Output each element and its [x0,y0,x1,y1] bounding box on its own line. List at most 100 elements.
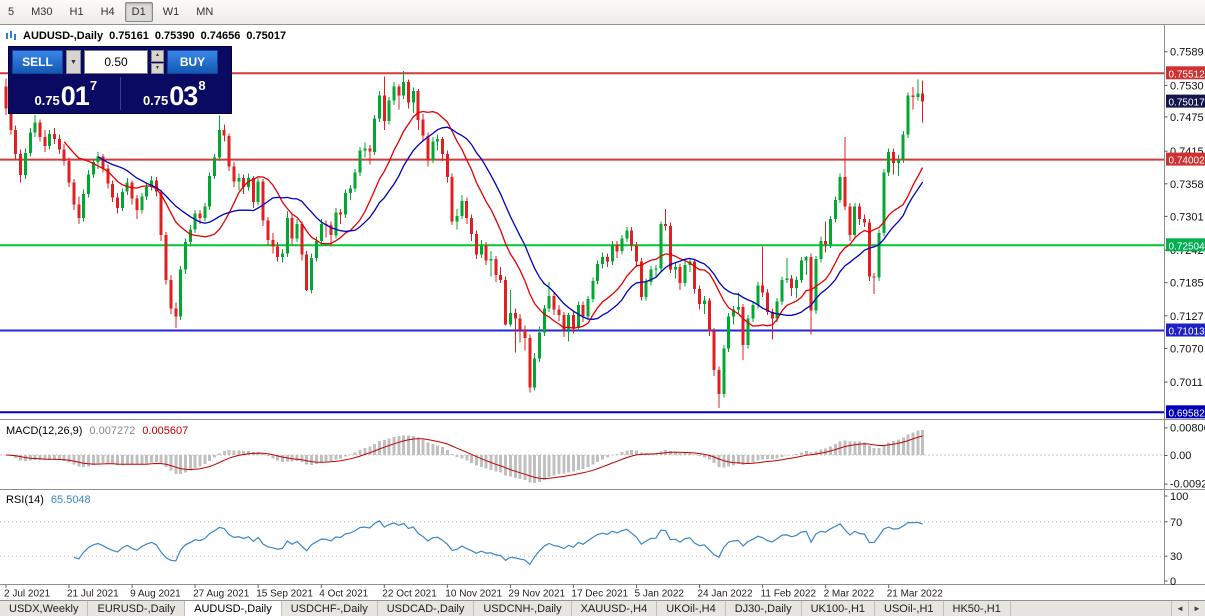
buy-button[interactable]: BUY [167,50,218,74]
ohlc-close: 0.75017 [246,30,287,42]
tab-scroll-right-icon[interactable]: ► [1188,601,1205,616]
timeframe-button-mn[interactable]: MN [196,6,214,18]
candle [664,223,668,227]
macd-name: MACD(12,26,9) [6,425,83,437]
candle [188,229,192,243]
timeframe-button-5[interactable]: 5 [8,6,15,18]
timeframe-button-d1[interactable]: D1 [124,2,153,22]
tab-usdcnh-daily[interactable]: USDCNH-,Daily [474,601,572,616]
svg-text:0.008061: 0.008061 [1170,422,1205,434]
candle [242,178,246,188]
tab-scroll-left-icon[interactable]: ◄ [1171,601,1188,616]
candle [508,313,512,325]
candles-layer[interactable] [4,71,925,408]
candle [591,280,595,300]
candle [19,154,22,176]
candle [67,160,71,183]
tab-xauusd-h4[interactable]: XAUUSD-,H4 [572,601,658,616]
candle [169,279,173,309]
candle [853,206,857,236]
chart-area: 0.75890.75300.74750.74150.73580.73010.72… [0,25,1205,600]
tab-usdchf-daily[interactable]: USDCHF-,Daily [282,601,378,616]
tab-audusd-daily[interactable]: AUDUSD-,Daily [185,601,282,616]
candle [751,305,755,319]
candle [761,285,765,293]
price-badge-0.72504 [1166,238,1205,252]
moving-average-13 [63,110,924,329]
volume-up-icon[interactable]: ▲ [151,50,164,62]
sell-price-button[interactable]: 0.75 01 7 [12,77,120,110]
candle [164,235,168,280]
chart-plot-area[interactable]: 0.75890.75300.74750.74150.73580.73010.72… [0,25,1205,600]
macd-indicator-label: MACD(12,26,9) 0.007272 0.005607 [6,425,188,437]
candle [542,308,546,333]
candle [426,135,430,160]
moving-average-20 [97,126,924,320]
tab-usdx-weekly[interactable]: USDX,Weekly [0,601,89,616]
volume-stepper: ▲ ▼ [151,50,164,74]
one-click-trading-panel: SELL ▼ ▲ ▼ BUY 0.75 01 7 0.75 03 8 [8,46,232,114]
candle [91,162,95,175]
candle [513,313,517,319]
time-axis[interactable]: 2 Jul 2021 21 Jul 2021 9 Aug 2021 27 Aug 20… [4,584,944,600]
price-axis[interactable]: 0.75890.75300.74750.74150.73580.73010.72… [1164,47,1205,420]
timeframe-button-h4[interactable]: H4 [100,6,115,18]
level-lines-layer[interactable] [0,72,1164,414]
tab-usoil-h1[interactable]: USOil-,H1 [875,601,944,616]
candle [635,245,638,262]
candle [373,118,377,152]
buy-price-base: 0.75 [142,93,169,108]
tab-hk50-h1[interactable]: HK50-,H1 [944,601,1011,616]
candle [867,222,871,277]
price-tick-label: 0.7185 [1170,278,1204,290]
tab-dj30-daily[interactable]: DJ30-,Daily [726,601,802,616]
tab-uk100-h1[interactable]: UK100-,H1 [802,601,876,616]
candle [208,175,212,207]
tab-eurusd-daily[interactable]: EURUSD-,Daily [88,601,186,616]
volume-down-icon[interactable]: ▼ [151,62,164,74]
candle [712,331,716,371]
buy-price-pips: 03 [169,81,198,111]
candle [441,139,444,155]
candle [518,318,522,331]
tab-ukoil-h4[interactable]: UKOil-,H4 [657,601,726,616]
candle [222,130,226,136]
timeframe-button-w1[interactable]: W1 [162,6,180,18]
volume-input[interactable] [84,50,148,74]
tab-usdcad-daily[interactable]: USDCAD-,Daily [378,601,475,616]
candle [290,218,294,239]
svg-text:-0.00928: -0.00928 [1170,479,1205,491]
candle [741,307,745,345]
svg-text:100: 100 [1170,491,1188,503]
panel-separators[interactable] [0,25,1205,585]
candle [668,226,672,270]
timeframe-toolbar: 5 M30 H1 H4 D1 W1 MN [0,0,1205,25]
chart-tabs: USDX,Weekly EURUSD-,Daily AUDUSD-,Daily USD… [0,601,1011,616]
candle [285,218,289,254]
date-label: 15 Sep 2021 [256,589,313,600]
timeframe-button-m30[interactable]: M30 [31,6,53,18]
candle [368,148,372,152]
candle [809,256,813,311]
candle [445,154,449,177]
candle [72,182,76,205]
date-label: 21 Mar 2022 [887,589,944,600]
symbol-period-label: AUDUSD-,Daily [23,30,104,42]
timeframe-button-h1[interactable]: H1 [69,6,84,18]
ohlc-open: 0.75161 [109,30,149,42]
candle [455,215,459,222]
candle [465,200,469,218]
candle [770,311,774,319]
date-label: 24 Jan 2022 [698,589,753,600]
candle [678,267,682,284]
candle [38,122,42,137]
sell-button[interactable]: SELL [12,50,63,74]
candle [504,279,507,325]
candle [673,267,677,270]
candle [276,246,280,257]
date-label: 29 Nov 2021 [508,589,565,600]
buy-price-button[interactable]: 0.75 03 8 [119,77,229,111]
candle [348,188,352,193]
volume-dropdown-icon[interactable]: ▼ [66,50,81,74]
candle [397,86,401,96]
